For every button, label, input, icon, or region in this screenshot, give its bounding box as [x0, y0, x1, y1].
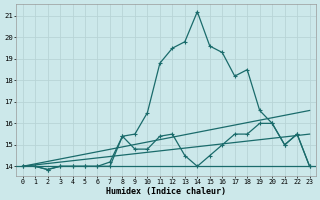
- X-axis label: Humidex (Indice chaleur): Humidex (Indice chaleur): [106, 187, 226, 196]
